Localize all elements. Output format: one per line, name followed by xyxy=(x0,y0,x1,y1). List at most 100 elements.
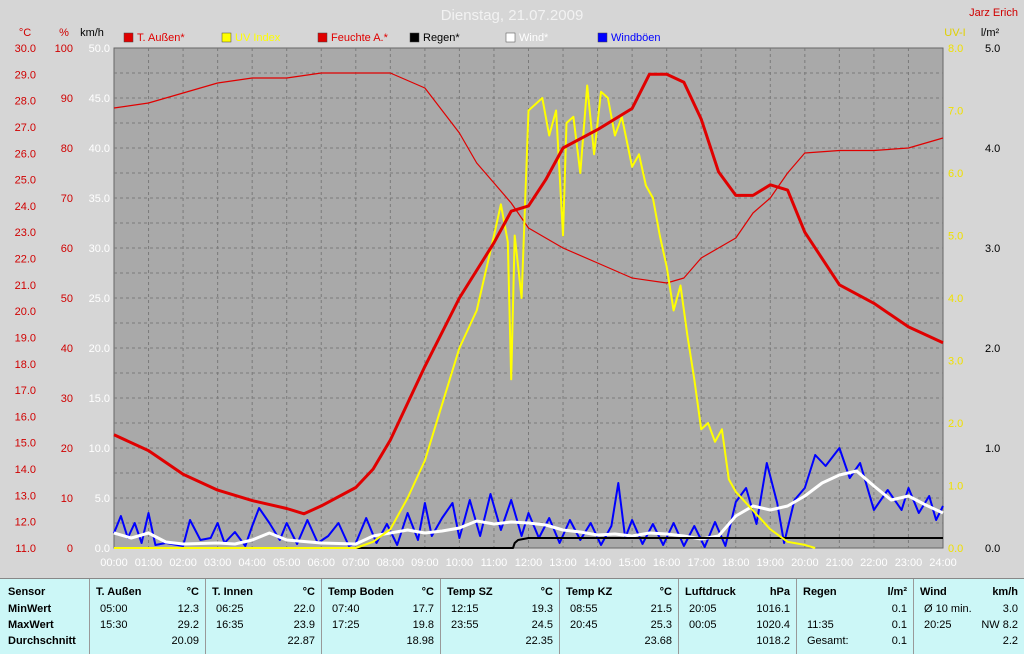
wind-tick-label: 20.0 xyxy=(89,343,110,355)
legend-label: UV Index xyxy=(235,32,281,44)
temp-tick-label: 11.0 xyxy=(15,543,36,555)
stats-min-time: 05:00 xyxy=(100,603,128,615)
series-lines xyxy=(113,72,944,549)
chart-title: Dienstag, 21.07.2009 xyxy=(441,7,584,24)
stats-col-unit: °C xyxy=(540,586,553,598)
hum-tick-label: 50 xyxy=(61,293,73,305)
stats-avg-value: 23.68 xyxy=(644,635,672,647)
stats-max-value: 0.1 xyxy=(891,619,907,631)
uv-tick-label: 5.0 xyxy=(948,231,963,243)
stats-col-unit: °C xyxy=(302,586,315,598)
stats-avg-label: Gesamt: xyxy=(807,635,849,647)
time-tick-label: 07:00 xyxy=(342,557,370,569)
stats-avg-value: 18.98 xyxy=(406,635,434,647)
time-tick-label: 06:00 xyxy=(307,557,335,569)
hum-tick-label: 60 xyxy=(61,243,73,255)
time-tick-label: 15:00 xyxy=(618,557,646,569)
temp-tick-label: 30.0 xyxy=(15,43,36,55)
temp-tick-label: 26.0 xyxy=(15,148,36,160)
stats-min-value: 22.0 xyxy=(293,603,315,615)
stats-avg-value: 20.09 xyxy=(171,635,199,647)
time-tick-label: 11:00 xyxy=(481,557,508,569)
stats-max-time: 00:05 xyxy=(689,619,717,631)
time-tick-label: 24:00 xyxy=(929,557,957,569)
series-windben-line xyxy=(113,447,944,548)
hum-tick-label: 30 xyxy=(61,393,73,405)
stats-sensor-label: Sensor xyxy=(8,586,46,598)
series-feuchtea-line xyxy=(113,72,944,284)
stats-col-unit: hPa xyxy=(769,586,790,598)
stats-col-unit: km/h xyxy=(992,586,1018,598)
stats-min-time: 12:15 xyxy=(451,603,479,615)
temp-tick-label: 12.0 xyxy=(15,517,36,529)
uv-tick-label: 7.0 xyxy=(948,106,963,118)
temp-tick-label: 29.0 xyxy=(15,69,36,81)
hum-tick-label: 100 xyxy=(55,43,73,55)
rain-tick-label: 3.0 xyxy=(985,243,1000,255)
stats-col-name: Luftdruck xyxy=(685,586,736,598)
stats-min-value: 0.1 xyxy=(891,603,907,615)
stats-avg-value: 1018.2 xyxy=(756,635,790,647)
stats-avg-value: 22.35 xyxy=(525,635,553,647)
stats-col: Wind km/h Ø 10 min. 3.0 20:25 NW 8.2 2.2 xyxy=(914,579,1024,654)
temp-tick-label: 15.0 xyxy=(15,438,36,450)
uv-tick-label: 2.0 xyxy=(948,418,963,430)
weather-chart: Dienstag, 21.07.2009 Jarz Erich °C % km/… xyxy=(15,7,1018,569)
time-tick-label: 08:00 xyxy=(377,557,405,569)
uv-axis-unit: UV-I xyxy=(944,27,965,39)
time-tick-label: 10:00 xyxy=(446,557,474,569)
stats-max-time: 23:55 xyxy=(451,619,479,631)
legend-label: Regen* xyxy=(423,32,460,44)
stats-max-value: 19.8 xyxy=(412,619,434,631)
temp-tick-label: 16.0 xyxy=(15,411,36,423)
series-wind-line xyxy=(113,469,944,546)
stats-col: Temp Boden °C 07:40 17.7 17:25 19.8 18.98 xyxy=(322,579,441,654)
wind-tick-label: 10.0 xyxy=(89,443,110,455)
stats-min-time: Ø 10 min. xyxy=(924,603,972,615)
wind-tick-label: 50.0 xyxy=(89,43,110,55)
stats-col-unit: °C xyxy=(659,586,672,598)
uv-tick-label: 8.0 xyxy=(948,43,963,55)
stats-max-time: 16:35 xyxy=(216,619,244,631)
series-regen-line xyxy=(114,537,943,549)
time-tick-label: 21:00 xyxy=(826,557,854,569)
series-tauen-line xyxy=(113,72,944,516)
uv-tick-label: 6.0 xyxy=(948,168,963,180)
stats-col: Temp SZ °C 12:15 19.3 23:55 24.5 22.35 xyxy=(441,579,560,654)
temp-axis-unit: °C xyxy=(19,27,31,39)
legend-swatch xyxy=(597,32,608,43)
time-tick-label: 16:00 xyxy=(653,557,681,569)
legend-swatch xyxy=(409,32,420,43)
wind-tick-label: 35.0 xyxy=(89,193,110,205)
stats-max-time: 20:45 xyxy=(570,619,598,631)
chart-svg: Dienstag, 21.07.2009 Jarz Erich °C % km/… xyxy=(15,7,1018,569)
stats-col-name: Temp SZ xyxy=(447,586,493,598)
stats-avg-label: Durchschnitt xyxy=(8,635,76,647)
time-tick-label: 18:00 xyxy=(722,557,750,569)
temp-tick-label: 20.0 xyxy=(15,306,36,318)
stats-min-value: 1016.1 xyxy=(756,603,790,615)
time-tick-label: 02:00 xyxy=(169,557,197,569)
uv-tick-label: 1.0 xyxy=(948,481,963,493)
temp-tick-label: 21.0 xyxy=(15,280,36,292)
stats-avg-value: 22.87 xyxy=(287,635,315,647)
time-tick-label: 05:00 xyxy=(273,557,301,569)
stats-min-time: 08:55 xyxy=(570,603,598,615)
wind-tick-label: 45.0 xyxy=(89,93,110,105)
uv-tick-label: 3.0 xyxy=(948,356,963,368)
legend-label: Windböen xyxy=(611,32,661,44)
axis-ticks: 11.0 12.0 13.0 14.0 15.0 16.0 17.0 18.0 19.0 20.0… xyxy=(15,43,1001,569)
stats-row-labels: Sensor MinWert MaxWert Durchschnitt xyxy=(0,579,90,654)
time-tick-label: 14:00 xyxy=(584,557,612,569)
rain-tick-label: 1.0 xyxy=(985,443,1000,455)
stats-col-name: Temp KZ xyxy=(566,586,613,598)
stats-max-value: 1020.4 xyxy=(756,619,790,631)
stats-col-name: Temp Boden xyxy=(328,586,394,598)
stats-col-name: T. Innen xyxy=(212,586,253,598)
stats-max-value: 29.2 xyxy=(177,619,199,631)
stats-max-value: NW 8.2 xyxy=(981,619,1018,631)
legend-label: T. Außen* xyxy=(137,32,185,44)
time-tick-label: 03:00 xyxy=(204,557,232,569)
series-uvindex-line xyxy=(114,84,816,549)
time-tick-label: 19:00 xyxy=(757,557,785,569)
